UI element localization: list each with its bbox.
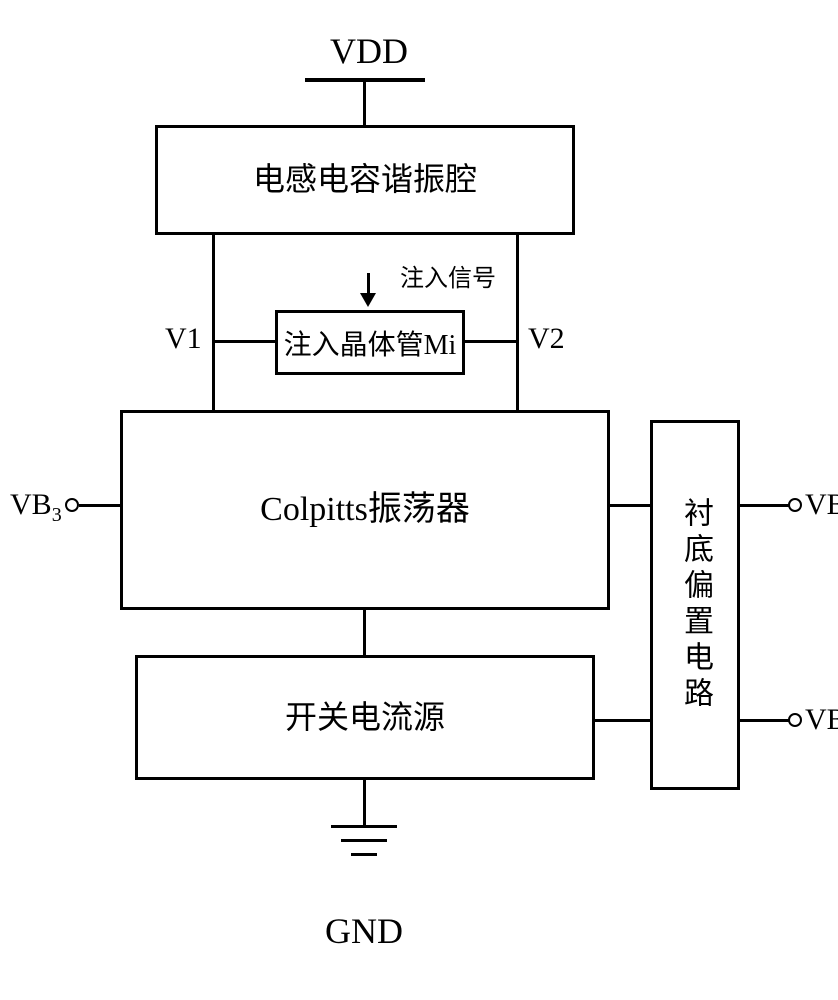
wire-colpitts-substrate: [610, 504, 650, 507]
wire-injector-right: [465, 340, 518, 343]
vb3-label: VB3: [10, 488, 62, 527]
v2-label: V2: [528, 322, 565, 356]
wire-current-gnd: [363, 780, 366, 825]
inject-signal-label: 注入信号: [400, 258, 496, 293]
substrate-bias-block: 衬底偏置电路: [650, 420, 740, 790]
wire-vb3: [79, 504, 120, 507]
wire-vdd-resonator: [363, 80, 366, 125]
injector-label: 注入晶体管Mi: [284, 323, 457, 363]
vb1-terminal: [788, 498, 802, 512]
circuit-block-diagram: VDD 电感电容谐振腔 V1 V2 注入信号 注入晶体管Mi Colpitts振…: [0, 0, 838, 1000]
colpitts-block: Colpitts振荡器: [120, 410, 610, 610]
wire-current-substrate: [595, 719, 650, 722]
vb1-text: VB: [805, 488, 838, 521]
gnd-label: GND: [325, 910, 403, 952]
inject-arrow-icon: [360, 293, 376, 307]
vb3-sub: 3: [52, 504, 62, 526]
vb2-text: VB: [805, 703, 838, 736]
current-source-block: 开关电流源: [135, 655, 595, 780]
colpitts-label: Colpitts振荡器: [260, 488, 470, 532]
wire-vb2: [740, 719, 790, 722]
vb3-text: VB: [10, 488, 52, 521]
v1-label: V1: [165, 322, 202, 356]
vb1-label: VB1: [805, 488, 838, 527]
vdd-label: VDD: [330, 30, 408, 72]
resonator-label: 电感电容谐振腔: [253, 159, 477, 201]
vb3-terminal: [65, 498, 79, 512]
resonator-block: 电感电容谐振腔: [155, 125, 575, 235]
wire-vb1: [740, 504, 790, 507]
vb2-terminal: [788, 713, 802, 727]
current-source-label: 开关电流源: [285, 697, 445, 739]
wire-colpitts-current: [363, 610, 366, 655]
substrate-bias-label: 衬底偏置电路: [673, 497, 717, 713]
vb2-label: VB2: [805, 703, 838, 742]
wire-resonator-left: [212, 235, 215, 410]
injector-block: 注入晶体管Mi: [275, 310, 465, 375]
arrow-shaft: [367, 273, 370, 293]
wire-injector-left: [214, 340, 275, 343]
wire-resonator-right: [516, 235, 519, 410]
